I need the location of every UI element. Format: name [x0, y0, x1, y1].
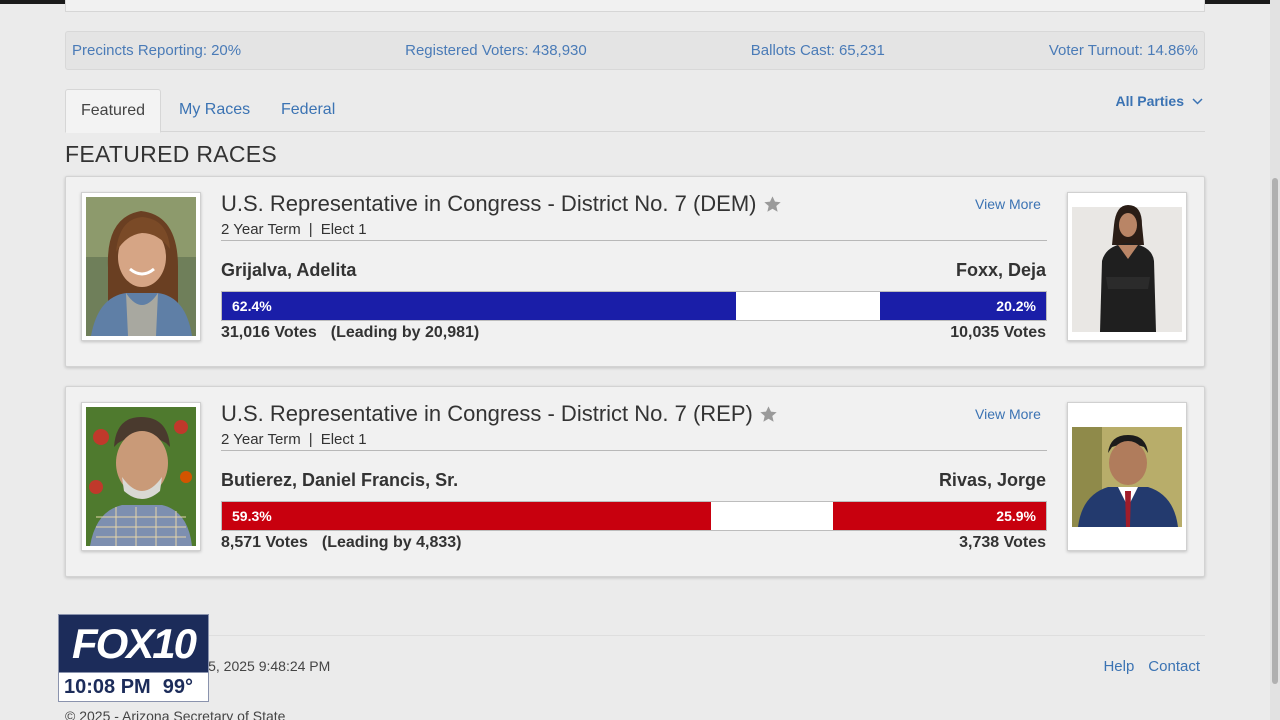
race-title: U.S. Representative in Congress - Distri… [221, 191, 782, 217]
second-candidate-name: Rivas, Jorge [938, 470, 1046, 490]
ballots-cast: Ballots Cast: 65,231 [751, 42, 885, 59]
divider [221, 450, 1047, 451]
tab-featured[interactable]: Featured [65, 89, 162, 133]
leading-candidate-name: Butierez, Daniel Francis, Sr. [221, 470, 459, 490]
party-filter-label: All Parties [1115, 93, 1184, 109]
station-logo: FOX10 [58, 614, 209, 673]
second-votes-count: 10,035 Votes [950, 324, 1046, 341]
time-temp-strip: 10:08 PM 99° [58, 673, 209, 702]
lead-margin: (Leading by 20,981) [330, 324, 480, 341]
precincts-value: 20% [211, 42, 242, 59]
leading-candidate-name: Grijalva, Adelita [221, 260, 357, 280]
voter-turnout: Voter Turnout: 14.86% [1049, 42, 1198, 59]
party-filter-dropdown[interactable]: All Parties [1116, 93, 1203, 109]
view-more-link[interactable]: View More [975, 406, 1041, 422]
candidate-photo-left [81, 192, 201, 341]
registered-value: 438,930 [532, 42, 587, 59]
temperature: 99° [162, 676, 193, 698]
lead-margin: (Leading by 4,833) [321, 534, 462, 551]
help-link[interactable]: Help [1103, 658, 1135, 675]
tv-station-bug: FOX10 10:08 PM 99° [58, 614, 209, 702]
candidate-photo-right [1067, 192, 1187, 341]
elect-text: Elect 1 [320, 431, 367, 448]
divider [221, 240, 1047, 241]
footer-links: Help Contact [1103, 658, 1200, 675]
registered-voters: Registered Voters: 438,930 [405, 42, 587, 59]
tab-federal[interactable]: Federal [281, 101, 336, 118]
favorite-star-icon[interactable] [759, 405, 778, 424]
race-title-text: U.S. Representative in Congress - Distri… [221, 191, 757, 216]
candidate-portrait-image [1072, 407, 1182, 546]
view-more-link[interactable]: View More [975, 196, 1041, 212]
candidate-photo-right [1067, 402, 1187, 551]
leading-share-fill: 62.4% [222, 292, 737, 320]
turnout-label: Voter Turnout: [1048, 42, 1144, 59]
section-title: FEATURED RACES [65, 141, 278, 167]
second-share-fill: 25.9% [832, 502, 1046, 530]
leading-share-fill: 59.3% [222, 502, 711, 530]
contact-link[interactable]: Contact [1148, 658, 1200, 675]
station-logo-text: FOX10 [71, 619, 197, 667]
scrollbar-thumb[interactable] [1272, 178, 1278, 684]
candidate-portrait-image [1072, 197, 1182, 336]
candidate-photo-left [81, 402, 201, 551]
candidate-portrait-image [86, 197, 196, 336]
race-term: 2 Year Term | Elect 1 [221, 221, 367, 238]
precincts-label: Precincts Reporting: [72, 42, 208, 59]
second-votes-count: 3,738 Votes [959, 534, 1046, 551]
leading-votes-count: 31,016 Votes [221, 324, 317, 341]
chevron-down-icon [1192, 97, 1203, 105]
race-tabs: Featured My Races Federal All Parties [65, 89, 1205, 133]
copyright: © 2025 - Arizona Secretary of State [65, 708, 286, 720]
favorite-star-icon[interactable] [763, 195, 782, 214]
second-share-fill: 20.2% [879, 292, 1046, 320]
election-stats-bar: Precincts Reporting: 20% Registered Voter… [65, 31, 1205, 70]
registered-label: Registered Voters: [405, 42, 529, 59]
previous-card-edge [65, 0, 1205, 12]
second-candidate-name: Foxx, Deja [955, 260, 1046, 280]
term-separator: | [308, 221, 313, 238]
ballots-value: 65,231 [838, 42, 885, 59]
term-text: 2 Year Term [221, 221, 301, 238]
term-text: 2 Year Term [221, 431, 301, 448]
term-separator: | [308, 431, 313, 448]
race-card-dem: U.S. Representative in Congress - Distri… [65, 176, 1205, 367]
leading-votes: 8,571 Votes (Leading by 4,833) [221, 534, 461, 552]
elect-text: Elect 1 [320, 221, 367, 238]
vote-share-bar: 59.3% 25.9% [221, 501, 1047, 531]
race-title-text: U.S. Representative in Congress - Distri… [221, 401, 753, 426]
candidate-portrait-image [86, 407, 196, 546]
precincts-reporting: Precincts Reporting: 20% [72, 42, 241, 59]
tab-my-races[interactable]: My Races [179, 101, 251, 118]
race-card-rep: U.S. Representative in Congress - Distri… [65, 386, 1205, 577]
turnout-value: 14.86% [1147, 42, 1198, 59]
race-title: U.S. Representative in Congress - Distri… [221, 401, 778, 427]
page-scrollbar[interactable] [1270, 0, 1280, 720]
leading-votes: 31,016 Votes (Leading by 20,981) [221, 324, 479, 342]
leading-votes-count: 8,571 Votes [221, 534, 308, 551]
footer-divider [65, 635, 1205, 636]
broadcast-time: 10:08 PM [64, 676, 151, 698]
vote-share-bar: 62.4% 20.2% [221, 291, 1047, 321]
race-term: 2 Year Term | Elect 1 [221, 431, 367, 448]
ballots-label: Ballots Cast: [750, 42, 835, 59]
